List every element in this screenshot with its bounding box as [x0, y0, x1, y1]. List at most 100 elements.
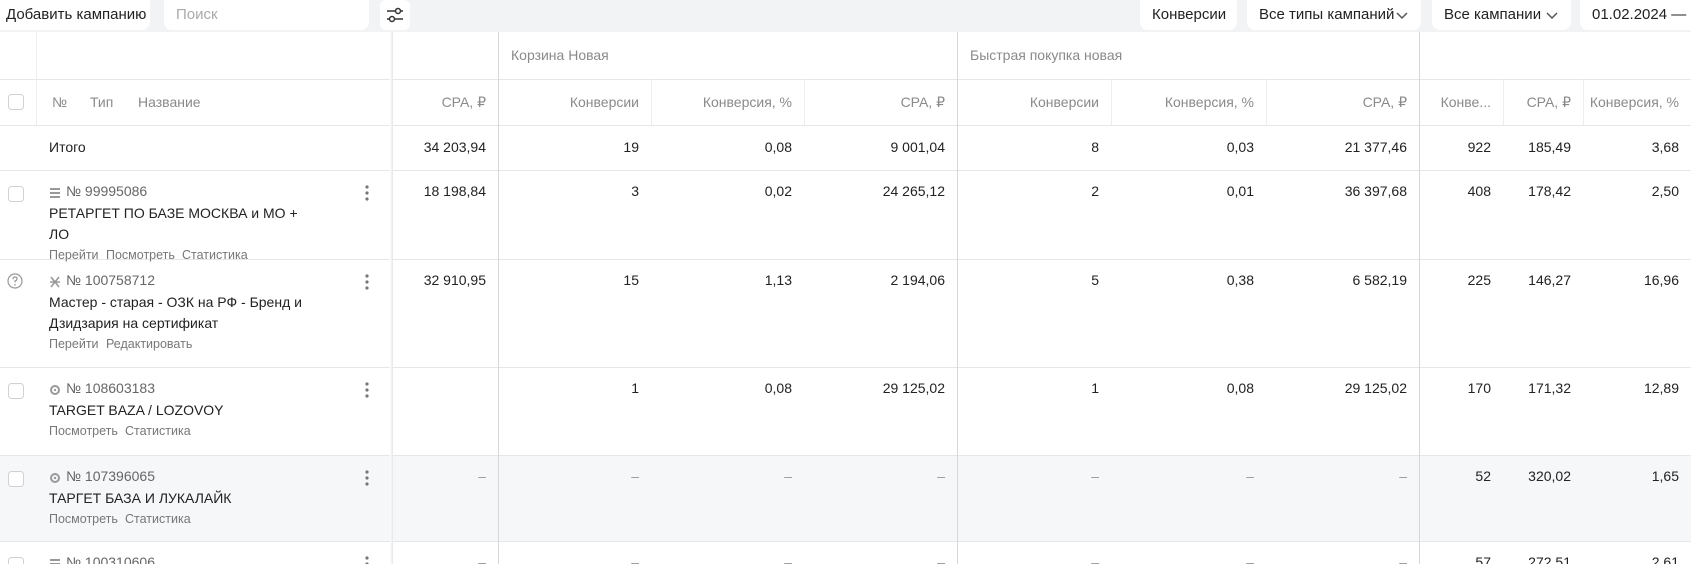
column-separator — [36, 32, 37, 125]
data-cell: 320,02 — [1528, 468, 1571, 484]
campaign-name[interactable]: TARGET BAZA / LOZOVOY — [49, 402, 224, 418]
data-cell: 0,08 — [764, 380, 792, 396]
data-cell: – — [478, 468, 486, 484]
row-action-link[interactable]: Перейти — [49, 248, 99, 262]
group-separator — [957, 32, 958, 564]
row-action-link[interactable]: Посмотреть — [49, 424, 118, 438]
data-cell: 18 198,84 — [423, 183, 486, 199]
column-header: № — [52, 94, 68, 110]
totals-cell: 3,68 — [1651, 139, 1679, 155]
row-divider — [0, 541, 1691, 542]
data-cell: – — [784, 554, 792, 564]
data-cell: 1,65 — [1651, 468, 1679, 484]
row-action-link[interactable]: Перейти — [49, 337, 99, 351]
data-cell: 16,96 — [1643, 272, 1679, 288]
add-campaign-button[interactable]: Добавить кампанию — [0, 0, 150, 30]
row-menu-button[interactable] — [362, 554, 372, 564]
column-header: CPA, ₽ — [441, 94, 486, 110]
row-divider — [0, 79, 1691, 80]
data-cell: – — [1246, 554, 1254, 564]
filter-dropdown[interactable]: Все типы кампаний — [1247, 0, 1421, 30]
filter-dropdown[interactable]: Конверсии — [1140, 0, 1237, 30]
column-separator — [804, 79, 805, 125]
group-header: Быстрая покупка новая — [970, 47, 1123, 63]
totals-cell: 185,49 — [1528, 139, 1571, 155]
filter-dropdown[interactable]: Все кампании — [1432, 0, 1571, 30]
data-cell: 178,42 — [1528, 183, 1571, 199]
campaign-type-icon — [50, 188, 60, 198]
data-cell: 2,61 — [1651, 554, 1679, 564]
help-icon[interactable] — [7, 273, 23, 289]
row-action-link[interactable]: Посмотреть — [106, 248, 175, 262]
data-cell: – — [631, 468, 639, 484]
totals-label: Итого — [49, 139, 86, 155]
group-separator — [498, 32, 499, 564]
column-header: CPA, ₽ — [1362, 94, 1407, 110]
row-action-link[interactable]: Посмотреть — [49, 512, 118, 526]
data-cell: 29 125,02 — [1344, 380, 1407, 396]
data-cell: 146,27 — [1528, 272, 1571, 288]
row-divider — [0, 259, 1691, 260]
column-separator — [1503, 79, 1504, 125]
campaign-type-icon — [50, 385, 60, 395]
column-header: CPA, ₽ — [900, 94, 945, 110]
data-cell: 1 — [631, 380, 639, 396]
row-menu-button[interactable] — [362, 272, 372, 292]
data-cell: 2,50 — [1651, 183, 1679, 199]
campaign-type-icon — [50, 276, 60, 288]
date-range-picker[interactable]: 01.02.2024 — 3 — [1580, 0, 1691, 30]
campaign-name[interactable]: РЕТАРГЕТ ПО БАЗЕ МОСКВА и МО + ЛО — [49, 205, 298, 242]
column-separator — [1266, 79, 1267, 125]
campaign-name[interactable]: Мастер - старая - ОЗК на РФ - Бренд и Дз… — [49, 294, 302, 331]
row-menu-button[interactable] — [362, 380, 372, 400]
data-cell: – — [631, 554, 639, 564]
totals-cell: 34 203,94 — [423, 139, 486, 155]
data-cell: 408 — [1467, 183, 1491, 199]
row-checkbox[interactable] — [8, 383, 24, 399]
data-cell: 1,13 — [764, 272, 792, 288]
row-checkbox[interactable] — [8, 186, 24, 202]
data-cell: – — [1399, 554, 1407, 564]
campaign-type-icon — [50, 473, 60, 483]
data-cell: 2 — [1091, 183, 1099, 199]
campaign-type-icon — [50, 559, 60, 564]
data-cell: – — [478, 554, 486, 564]
campaign-number: № 107396065 — [66, 468, 155, 484]
row-action-link[interactable]: Статистика — [182, 248, 248, 262]
column-header: Название — [138, 94, 201, 110]
data-cell: 15 — [623, 272, 639, 288]
frozen-column-divider — [390, 32, 393, 564]
data-cell: – — [1246, 468, 1254, 484]
column-separator — [1111, 79, 1112, 125]
data-cell: – — [937, 554, 945, 564]
group-header: Корзина Новая — [511, 47, 609, 63]
data-cell: – — [937, 468, 945, 484]
data-cell: 2 194,06 — [890, 272, 946, 288]
totals-cell: 19 — [623, 139, 639, 155]
row-menu-button[interactable] — [362, 468, 372, 488]
totals-cell: 9 001,04 — [890, 139, 946, 155]
data-cell: 171,32 — [1528, 380, 1571, 396]
row-action-link[interactable]: Статистика — [125, 424, 191, 438]
search-input[interactable]: Поиск — [164, 0, 369, 30]
data-cell: – — [784, 468, 792, 484]
row-action-link[interactable]: Редактировать — [106, 337, 193, 351]
row-highlight — [0, 455, 1691, 541]
row-checkbox[interactable] — [8, 557, 24, 564]
row-action-link[interactable]: Статистика — [125, 512, 191, 526]
data-cell: – — [1091, 468, 1099, 484]
data-cell: 32 910,95 — [423, 272, 486, 288]
row-checkbox[interactable] — [8, 471, 24, 487]
dropdown-chevron — [1546, 12, 1558, 20]
campaign-number: № 100758712 — [66, 272, 155, 288]
filter-settings-button[interactable] — [380, 0, 410, 30]
data-cell: – — [1399, 468, 1407, 484]
data-cell: 24 265,12 — [882, 183, 945, 199]
column-header: Конверсии — [1029, 94, 1099, 110]
data-cell: 6 582,19 — [1352, 272, 1408, 288]
data-cell: 0,02 — [764, 183, 792, 199]
row-checkbox[interactable] — [8, 94, 24, 110]
row-menu-button[interactable] — [362, 183, 372, 203]
campaign-name[interactable]: ТАРГЕТ БАЗА И ЛУКАЛАЙК — [49, 490, 232, 506]
